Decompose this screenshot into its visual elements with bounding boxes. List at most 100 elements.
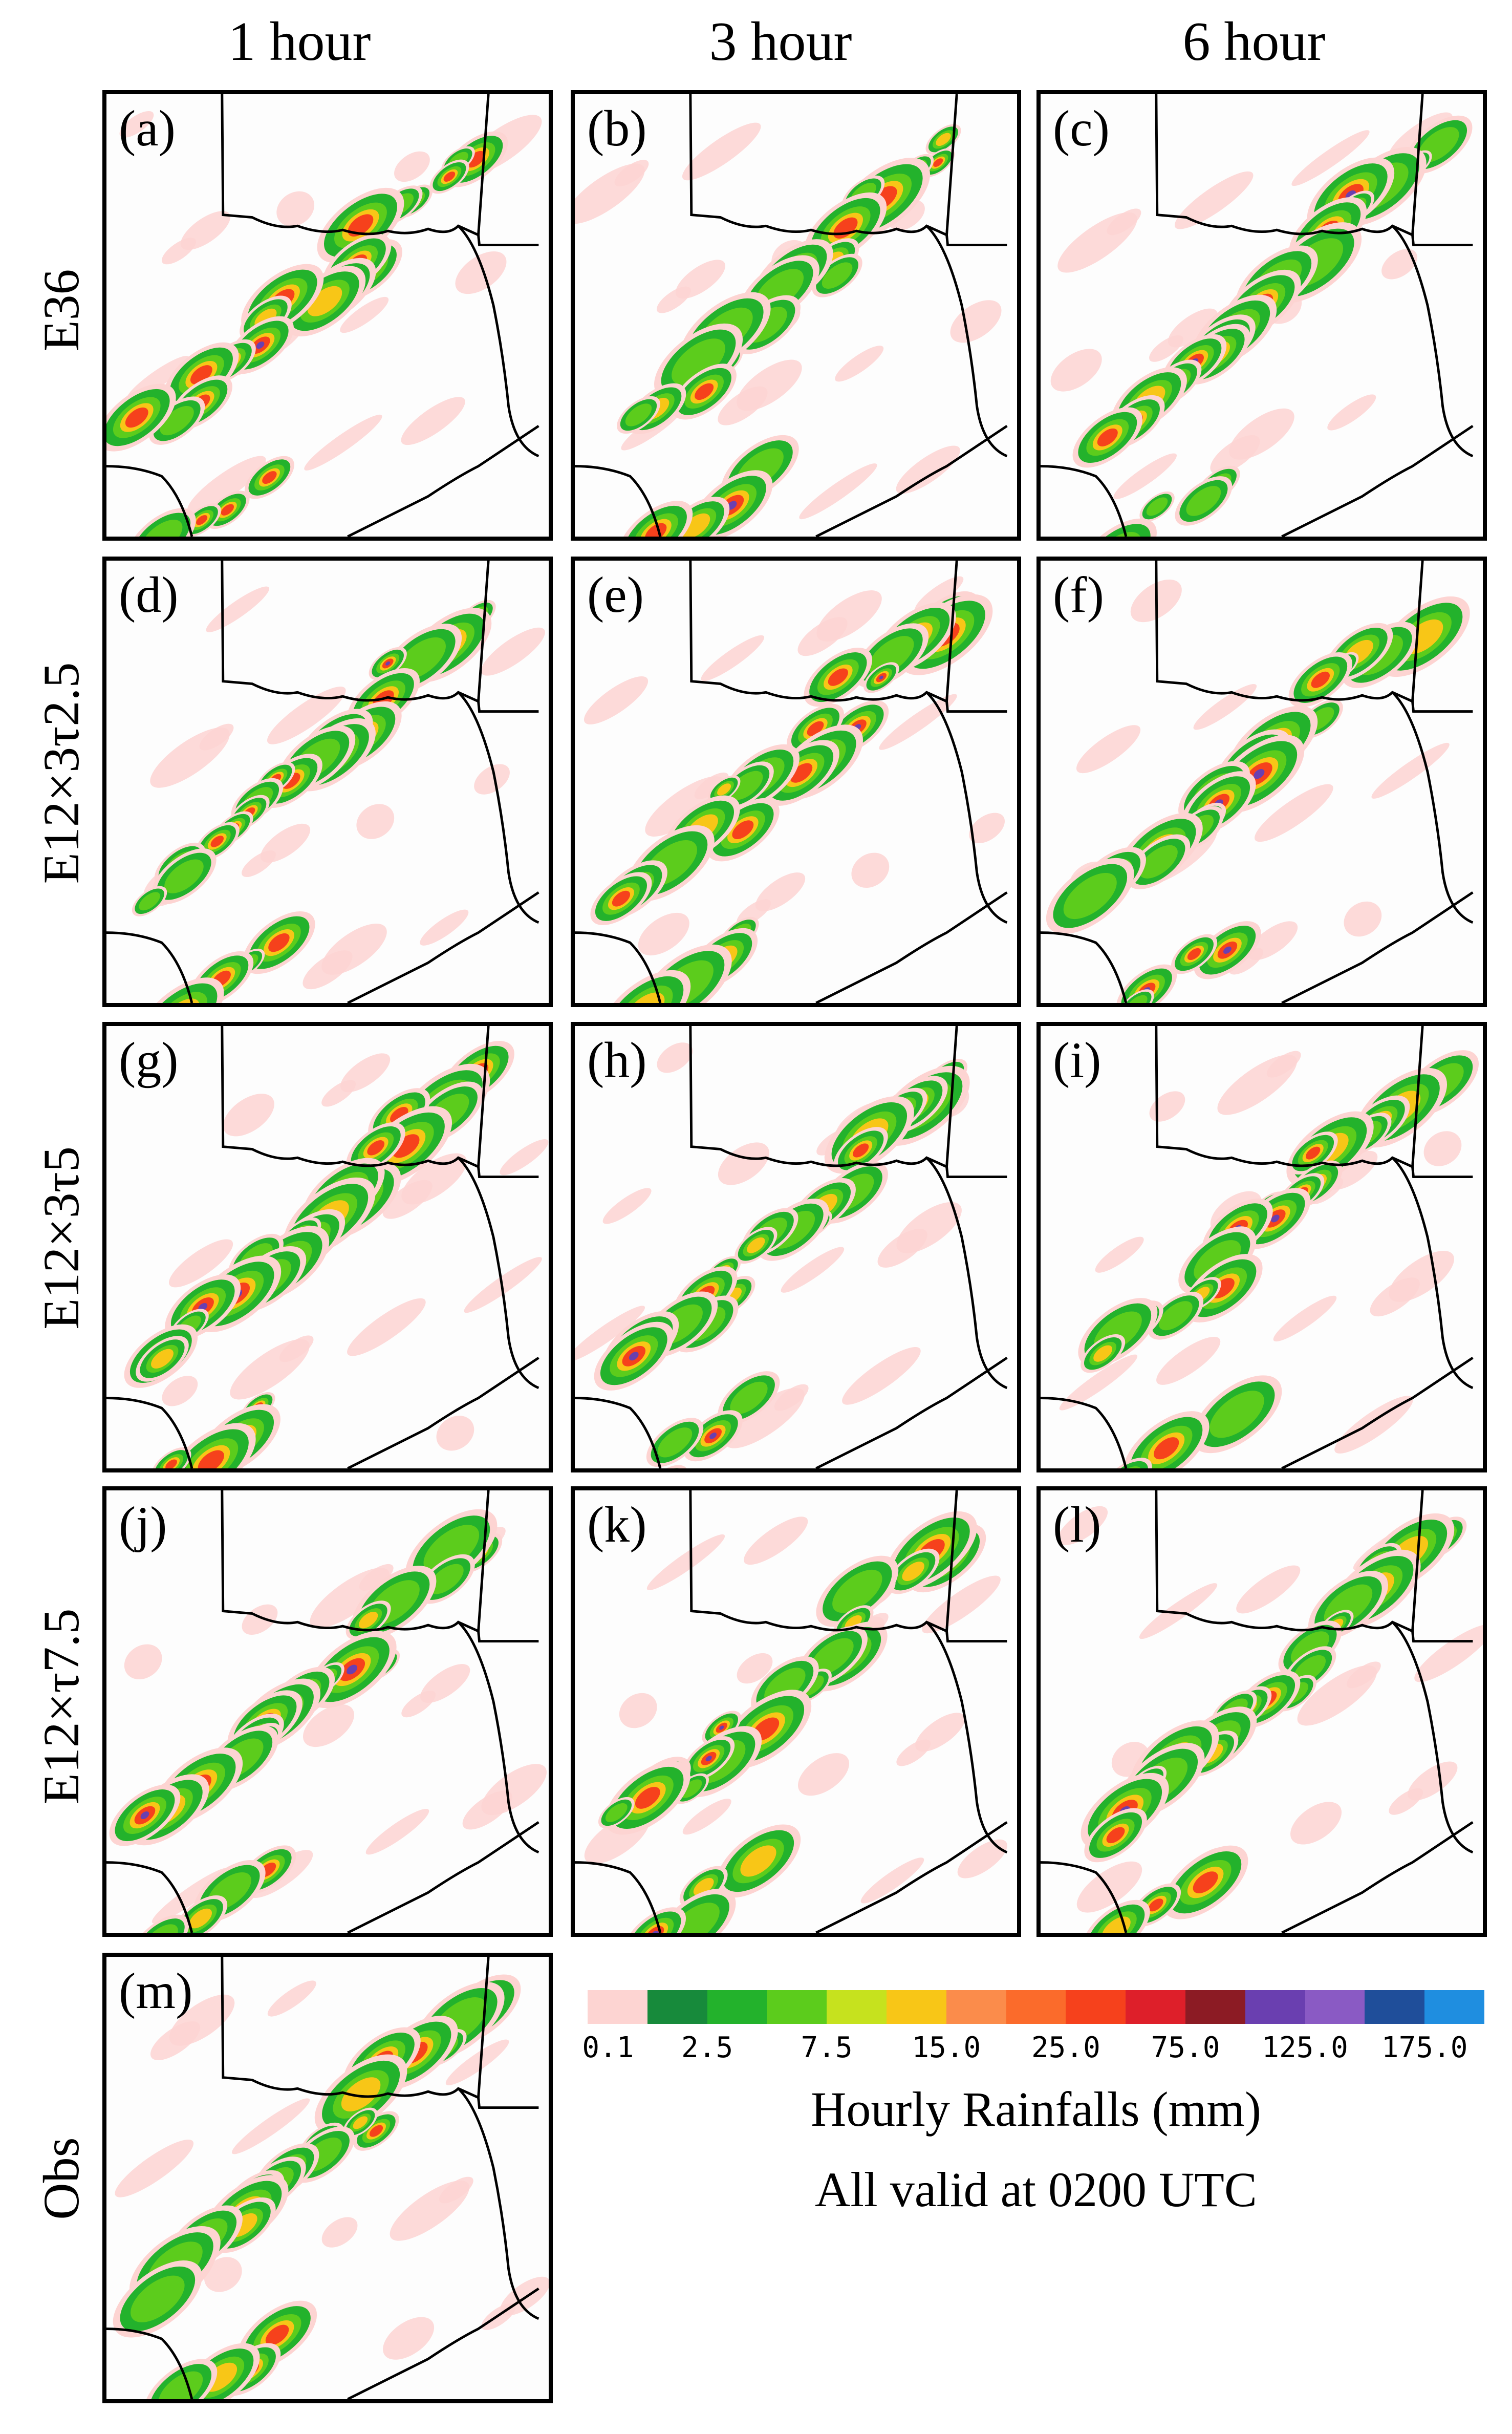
- panel-label: (k): [587, 1496, 647, 1553]
- map-panel-m: (m): [102, 1953, 553, 2403]
- colorbar-segment: [886, 1990, 946, 2024]
- map-panel-i: (i): [1036, 1022, 1487, 1472]
- rainfall-map: [1041, 94, 1474, 537]
- panel-label: (e): [587, 566, 644, 623]
- light-rain-areas: [162, 1053, 549, 1451]
- rainfall-map: [575, 1026, 1008, 1468]
- convective-rain-cells: [1081, 1513, 1467, 1933]
- row-label-e36: E36: [33, 269, 90, 352]
- colorbar-title: Hourly Rainfalls (mm): [811, 2082, 1261, 2137]
- row-label-e12xt7-5: E12×τ7.5: [33, 1608, 90, 1805]
- state-boundaries: [1041, 1490, 1474, 1933]
- colorbar-segment: [707, 1990, 767, 2024]
- state-boundaries: [575, 1490, 1008, 1933]
- panel-label: (l): [1053, 1496, 1101, 1553]
- rainfall-map: [575, 94, 1008, 537]
- colorbar-segment: [767, 1990, 827, 2024]
- rainfall-map: [106, 1490, 547, 1933]
- colorbar-tick-label: 125.0: [1262, 2031, 1348, 2064]
- row-label-e12x3t2-5: E12×3τ2.5: [33, 662, 90, 884]
- colorbar-segment: [1305, 1990, 1365, 2024]
- convective-rain-cells: [109, 1509, 503, 1933]
- colorbar-subtitle: All valid at 0200 UTC: [815, 2162, 1257, 2217]
- panel-label: (a): [119, 100, 176, 157]
- panel-label: (i): [1053, 1032, 1101, 1088]
- map-panel-h: (h): [571, 1022, 1021, 1472]
- rainfall-map: [106, 94, 542, 537]
- map-panel-c: (c): [1036, 90, 1487, 541]
- rainfall-map: [1041, 1026, 1479, 1468]
- convective-rain-cells: [617, 124, 961, 537]
- colorbar-tick-label: 2.5: [681, 2031, 733, 2064]
- map-panel-g: (g): [102, 1022, 553, 1472]
- state-boundaries: [1041, 94, 1474, 537]
- light-rain-areas: [584, 576, 1005, 956]
- colorbar-segment: [588, 1990, 647, 2024]
- colorbar-segment: [1126, 1990, 1185, 2024]
- convective-rain-cells: [1072, 115, 1473, 537]
- convective-rain-cells: [106, 131, 508, 537]
- convective-rain-cells: [124, 1041, 514, 1468]
- convective-rain-cells: [1046, 596, 1470, 1003]
- state-boundaries: [106, 1957, 539, 2399]
- panel-label: (g): [119, 1032, 179, 1088]
- panel-label: (c): [1053, 100, 1110, 157]
- rainfall-map: [106, 1957, 549, 2399]
- rainfall-colorbar: [588, 1990, 1484, 2024]
- state-boundaries: [575, 561, 1008, 1003]
- map-panel-a: (a): [102, 90, 553, 541]
- rainfall-map: [1041, 561, 1474, 1003]
- rainfall-map: [106, 1026, 549, 1468]
- state-boundaries: [1041, 1026, 1474, 1468]
- convective-rain-cells: [1078, 1050, 1479, 1468]
- state-boundaries: [106, 94, 539, 537]
- map-panel-l: (l): [1036, 1486, 1487, 1937]
- colorbar-tick-label: 175.0: [1381, 2031, 1468, 2064]
- colorbar-segment: [1066, 1990, 1126, 2024]
- colorbar-tick-label: 25.0: [1031, 2031, 1100, 2064]
- map-panel-f: (f): [1036, 557, 1487, 1007]
- colorbar-segment: [1185, 1990, 1245, 2024]
- light-rain-areas: [143, 586, 545, 990]
- colorbar-segment: [1245, 1990, 1305, 2024]
- map-panel-k: (k): [571, 1486, 1021, 1937]
- state-boundaries: [575, 1026, 1008, 1468]
- col-header-3hour: 3 hour: [709, 11, 852, 72]
- panel-label: (m): [119, 1962, 193, 2019]
- colorbar-tick-label: 15.0: [912, 2031, 981, 2064]
- convective-rain-cells: [132, 600, 496, 1003]
- rainfall-map: [1041, 1490, 1483, 1933]
- panel-label: (f): [1053, 566, 1104, 623]
- col-header-1hour: 1 hour: [228, 11, 371, 72]
- panel-label: (b): [587, 100, 647, 157]
- rainfall-map: [575, 1490, 1008, 1933]
- convective-rain-cells: [598, 1511, 986, 1933]
- rainfall-map: [575, 561, 1008, 1003]
- colorbar-tick-label: 0.1: [582, 2031, 634, 2064]
- colorbar-segment: [827, 1990, 887, 2024]
- convective-rain-cells: [594, 1058, 970, 1468]
- map-panel-j: (j): [102, 1486, 553, 1937]
- state-boundaries: [575, 94, 1008, 537]
- light-rain-areas: [124, 1527, 547, 1924]
- light-rain-areas: [584, 1517, 1007, 1904]
- colorbar-segment: [1424, 1990, 1484, 2024]
- map-panel-d: (d): [102, 557, 553, 1007]
- row-label-e12x3t5: E12×3τ5: [33, 1146, 90, 1330]
- rainfall-map: [106, 561, 545, 1003]
- state-boundaries: [106, 1490, 539, 1933]
- colorbar-segment: [1006, 1990, 1066, 2024]
- colorbar-tick-label: 7.5: [801, 2031, 853, 2064]
- col-header-6hour: 6 hour: [1182, 11, 1326, 72]
- panel-label: (h): [587, 1032, 647, 1088]
- state-boundaries: [106, 1026, 539, 1468]
- state-boundaries: [106, 561, 539, 1003]
- map-panel-b: (b): [571, 90, 1021, 541]
- colorbar-segment: [946, 1990, 1006, 2024]
- colorbar-tick-label: 75.0: [1151, 2031, 1220, 2064]
- state-boundaries: [1041, 561, 1474, 1003]
- panel-label: (d): [119, 566, 179, 623]
- convective-rain-cells: [113, 1974, 521, 2399]
- map-panel-e: (e): [571, 557, 1021, 1007]
- panel-label: (j): [119, 1496, 167, 1553]
